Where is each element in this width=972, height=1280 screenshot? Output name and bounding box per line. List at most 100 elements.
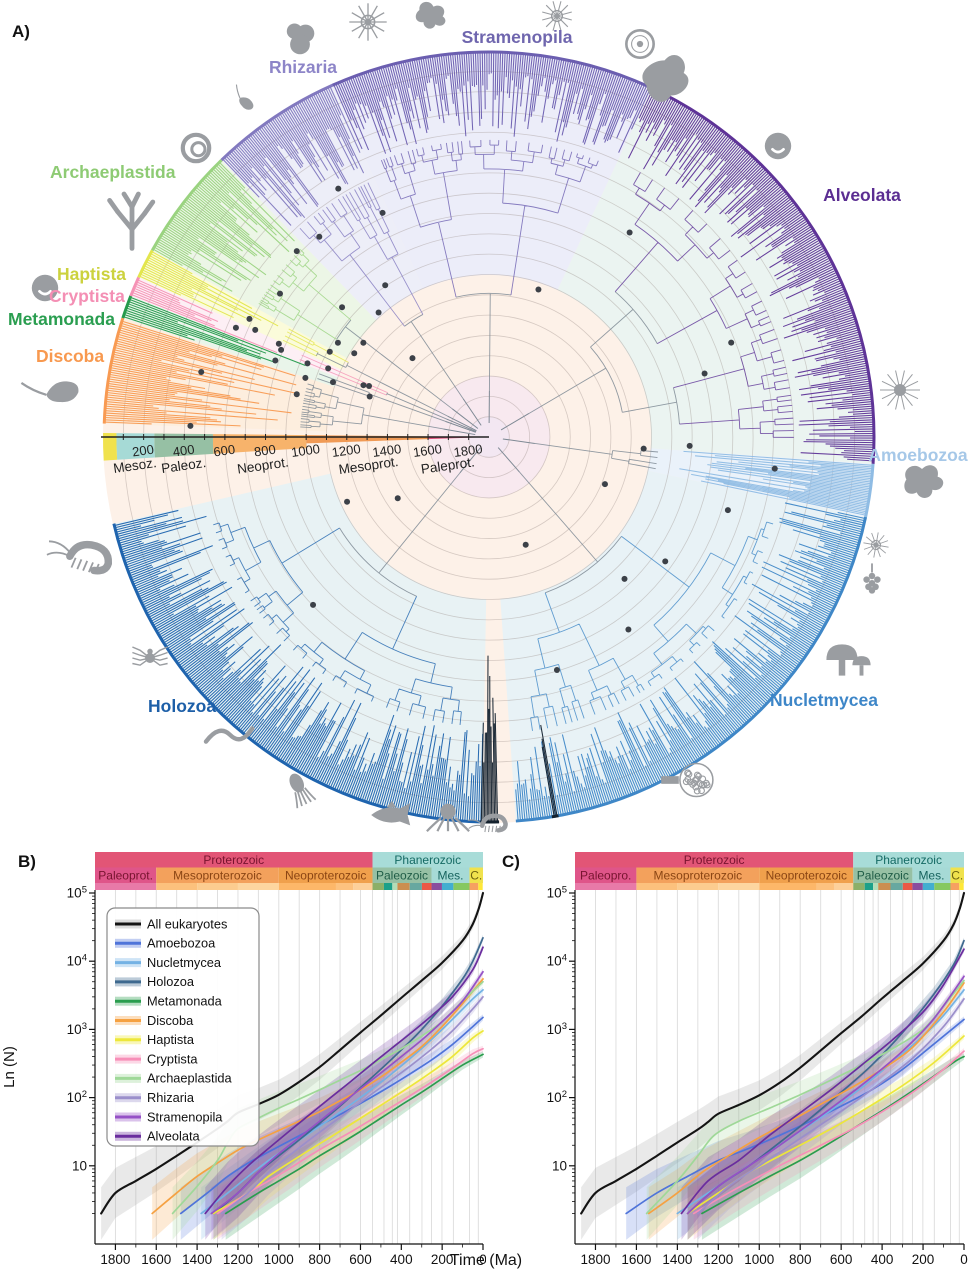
calibration-dot [344,498,351,505]
scale-tick-label-1400: 1400 [371,441,402,460]
silhouette-teardrop [20,381,79,403]
root-spoke-metamonada [445,420,476,433]
era-bar [478,883,483,890]
legend-item: Alveolata [115,1129,201,1144]
series-lines [100,891,485,1215]
calibration-dot [275,340,282,347]
series-band-discoba [648,979,964,1240]
era-bar-label: Phanerozoic [875,853,942,867]
series-line-archaeplastida [645,979,965,1215]
series-band-amoebozoa [180,1014,483,1240]
fringe-nucletmycea [515,502,866,821]
legend-label: All eukaryotes [147,916,227,931]
era-bar-label: Mes. [438,869,464,883]
root-spoke-rhizaria [462,398,482,426]
calibration-dot [375,309,382,316]
clade-label-cryptista: Cryptista [49,286,125,306]
series-band-stramenopila [211,968,483,1240]
calibration-dot [625,626,632,633]
series-band-nucletmycea [677,986,964,1240]
series-band-alveolata [681,946,964,1240]
tip-arc-haptista [137,249,154,278]
legend-item: Cryptista [115,1051,198,1066]
era-bar [431,883,442,890]
era-bar [237,883,279,890]
root-spoke-holozoa [459,447,481,474]
era-bar-Mes. [912,867,951,883]
silhouette-ball [661,762,714,798]
era-bar [383,883,393,890]
y-tick-label: 103 [547,1021,567,1037]
tip-arc-discoba [102,317,125,424]
series-band-rhizaria [221,993,483,1240]
silhouette-foram [286,23,315,55]
scale-era-label: Neoprot. [236,455,289,477]
x-tick-label: 1600 [621,1252,651,1267]
series-line-stramenopila [210,970,484,1215]
calibration-dot [394,495,401,502]
era-bar-Mes. [431,867,470,883]
era-bar-Paleozoic [853,867,913,883]
x-tick-label: 400 [390,1252,413,1267]
era-bar [453,883,470,890]
era-bar [963,883,964,890]
fringe-rhizaria [222,86,365,226]
root-spoke-haptista [447,415,477,432]
series-band-haptista [687,1032,964,1240]
series-line-metamonada [224,1053,484,1215]
calibration-dot [662,558,669,565]
legend-item: Amoebozoa [115,936,216,951]
x-tick-label: 200 [431,1252,454,1267]
outer-branches-cryptista [299,354,388,396]
era-bar-label: Mesoproterozoic [173,869,262,883]
calibration-dot [522,541,529,548]
calibration-dot [293,248,300,255]
silhouette-cell [31,274,59,302]
era-bar [469,883,479,890]
era-bar [392,883,398,890]
tip-arc-rhizaria [220,83,334,162]
calibration-dot [329,379,336,386]
era-bar [912,883,923,890]
scale-era-label: Mesoz. [112,455,157,476]
calibration-dot [409,355,416,362]
deep-branches-discoba [300,383,444,430]
calibration-dot [366,382,373,389]
fringe-alveolata [628,88,874,462]
outer-branches-stramenopila [380,139,599,298]
silhouette-shrimp [467,813,508,833]
era-bar-Neoproterozoic [278,867,373,883]
clade-sector-nucletmycea [500,470,867,823]
series-line-alveolata [680,948,965,1215]
x-tick-label: 800 [789,1252,812,1267]
era-bar-Proterozoic [95,852,373,868]
confidence-bands [581,889,964,1240]
era-bar-Proterozoic [575,852,854,868]
outer-branches-rhizaria [299,182,424,327]
fringe-amoebozoa [679,450,873,516]
organism-silhouettes [20,1,944,833]
calibration-dot [232,324,239,331]
x-tick-label: 800 [308,1252,331,1267]
calibration-dot [382,282,389,289]
tip-arc-nucletmycea [515,516,868,823]
silhouette-spiky [880,370,920,410]
fringe-haptista [139,251,279,327]
clade-label-haptista: Haptista [57,264,127,284]
legend-label: Archaeplastida [147,1071,233,1086]
era-bar [677,883,719,890]
calibration-dot [276,290,283,297]
tip-arc-stramenopila [331,50,653,90]
clade-label-discoba: Discoba [36,346,105,366]
clade-label-metamonada: Metamonada [8,309,115,329]
era-bar [833,883,854,890]
calibration-dot [252,326,259,333]
era-bar [816,883,834,890]
era-bar-label: C. [951,869,963,883]
silhouette-branch [107,191,156,251]
x-tick-label: 600 [830,1252,853,1267]
era-bar-label: Paleozoic [376,869,428,883]
calibration-dot [278,346,285,353]
era-bar-label: Paleozoic [857,869,909,883]
